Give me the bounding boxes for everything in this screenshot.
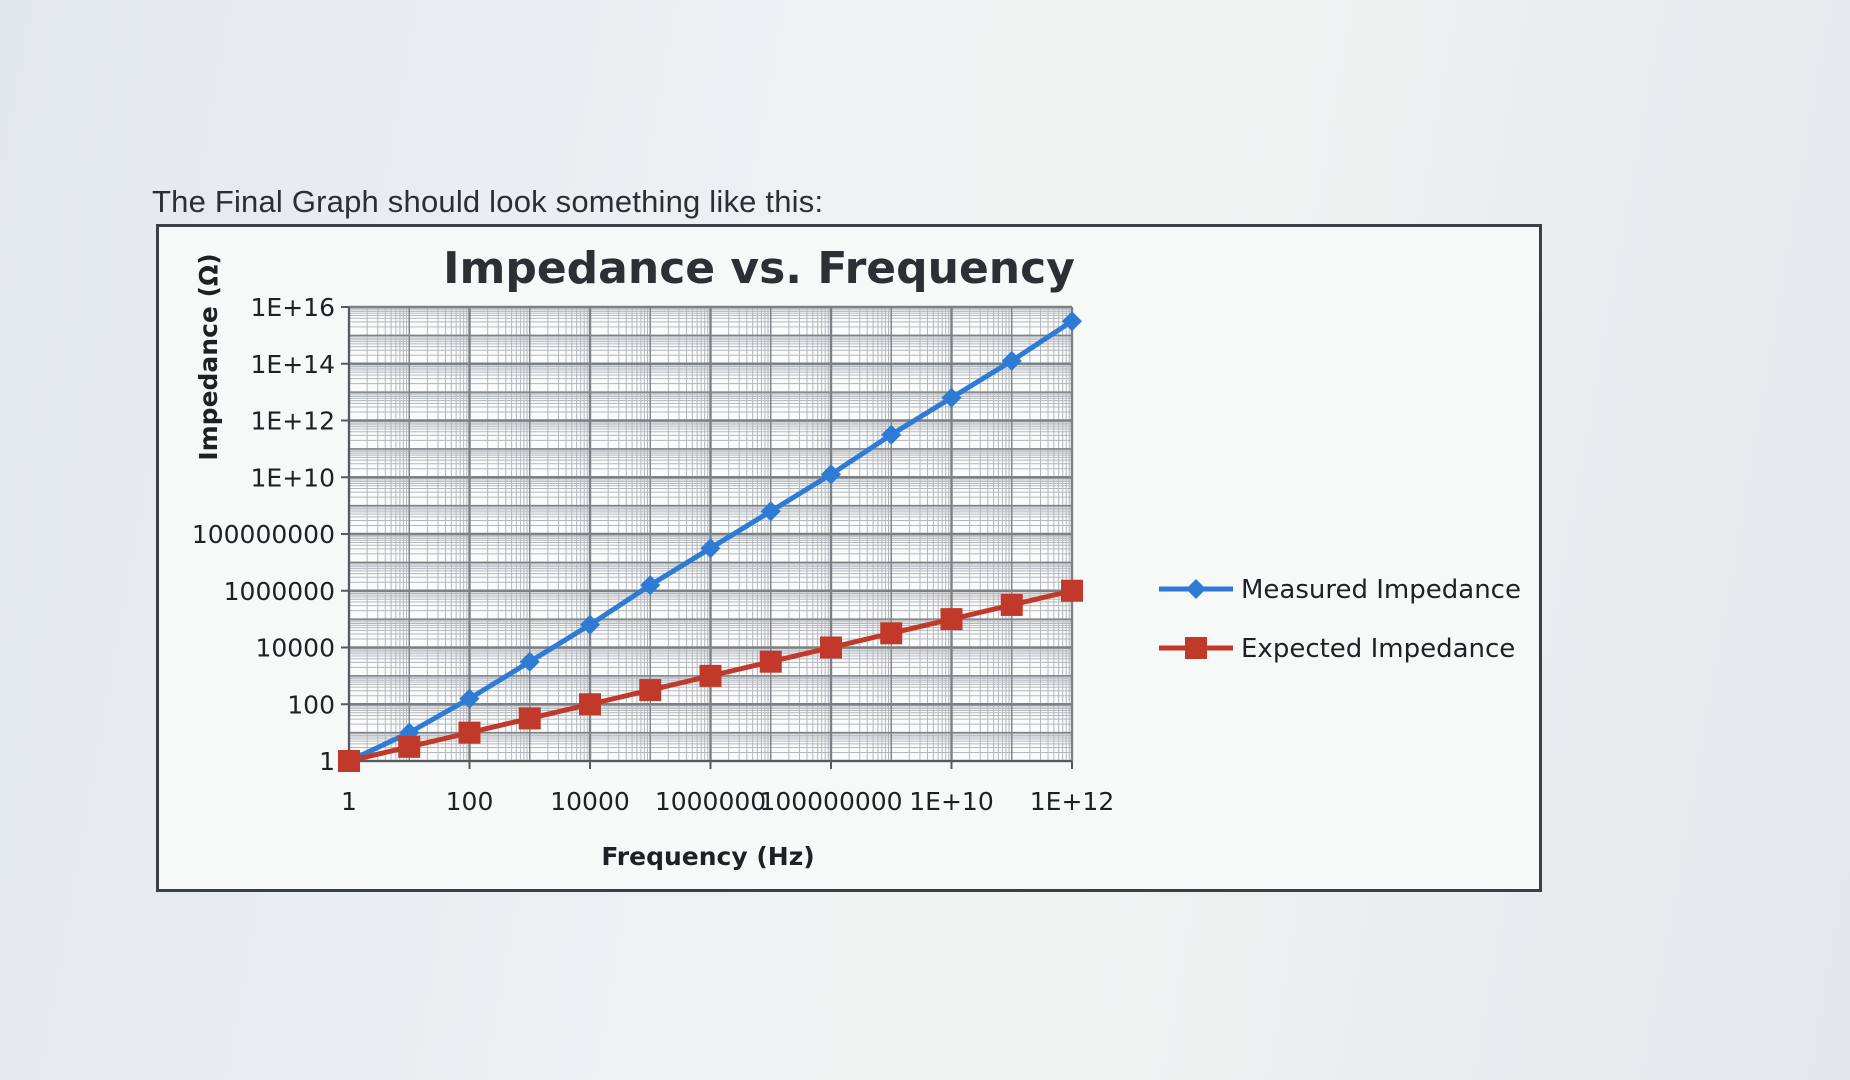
y-tick-label: 1E+16 [251, 293, 335, 322]
chart-title: Impedance vs. Frequency [443, 243, 1075, 294]
x-axis-title: Frequency (Hz) [601, 842, 814, 871]
legend-label: Measured Impedance [1241, 575, 1521, 605]
y-tick-label: 1E+10 [251, 463, 335, 492]
tick-labels: 11001000010000001000000001E+101E+121E+14… [192, 293, 1114, 816]
y-tick-label: 100000000 [192, 520, 335, 549]
expected-impedance-point [699, 664, 722, 687]
legend: Measured Impedance Expected Impedance [1159, 575, 1521, 664]
y-axis-title: Impedance (Ω) [194, 253, 223, 460]
x-tick-label: 1000000 [655, 787, 766, 816]
legend-marker [1186, 579, 1206, 599]
expected-impedance-point [1061, 579, 1083, 602]
measured-impedance-point [519, 651, 540, 672]
expected-impedance-point [458, 721, 481, 744]
expected-impedance-point [1000, 593, 1023, 616]
y-tick-label: 10000 [255, 634, 335, 663]
expected-impedance-point [518, 707, 541, 730]
intro-text: The Final Graph should look something li… [152, 184, 824, 219]
y-tick-label: 1E+14 [251, 350, 335, 379]
expected-impedance-point [398, 735, 421, 758]
measured-impedance-point [640, 575, 661, 596]
series-expected-impedance [338, 579, 1083, 772]
measured-impedance-point [580, 614, 600, 635]
expected-impedance-point [940, 608, 963, 631]
expected-impedance-point [880, 622, 903, 645]
x-tick-label: 100 [446, 787, 494, 816]
measured-impedance-point [821, 464, 841, 485]
measured-impedance-point [881, 424, 902, 445]
x-tick-label: 1E+12 [1030, 787, 1114, 816]
x-tick-label: 10000 [550, 787, 630, 816]
x-tick-label: 100000000 [759, 787, 902, 816]
legend-marker [1185, 637, 1207, 659]
legend-item-measured-impedance: Measured Impedance [1159, 575, 1521, 605]
expected-impedance-point [820, 636, 842, 659]
y-tick-label: 1000000 [224, 577, 335, 606]
expected-impedance-point [579, 693, 601, 716]
measured-impedance-point [760, 501, 781, 522]
measured-impedance-point [1062, 311, 1082, 332]
axes [341, 306, 1073, 769]
measured-impedance-point [941, 387, 962, 408]
expected-impedance-point [338, 750, 360, 772]
series [338, 311, 1083, 772]
expected-impedance-point [759, 650, 782, 673]
legend-label: Expected Impedance [1241, 634, 1515, 664]
grid [347, 305, 1074, 763]
legend-item-expected-impedance: Expected Impedance [1159, 634, 1515, 664]
expected-impedance-point [639, 679, 662, 702]
chart: Impedance vs. Frequency Impedance (Ω) Fr… [192, 243, 1521, 871]
measured-impedance-point [459, 688, 480, 709]
x-tick-label: 1 [341, 787, 357, 816]
y-tick-label: 1 [319, 747, 335, 776]
measured-impedance-point [700, 538, 721, 559]
x-tick-label: 1E+10 [909, 787, 993, 816]
chart-frame: Impedance vs. Frequency Impedance (Ω) Fr… [156, 224, 1542, 892]
y-tick-label: 1E+12 [251, 407, 335, 436]
y-tick-label: 100 [287, 690, 335, 719]
measured-impedance-point [1001, 350, 1022, 371]
